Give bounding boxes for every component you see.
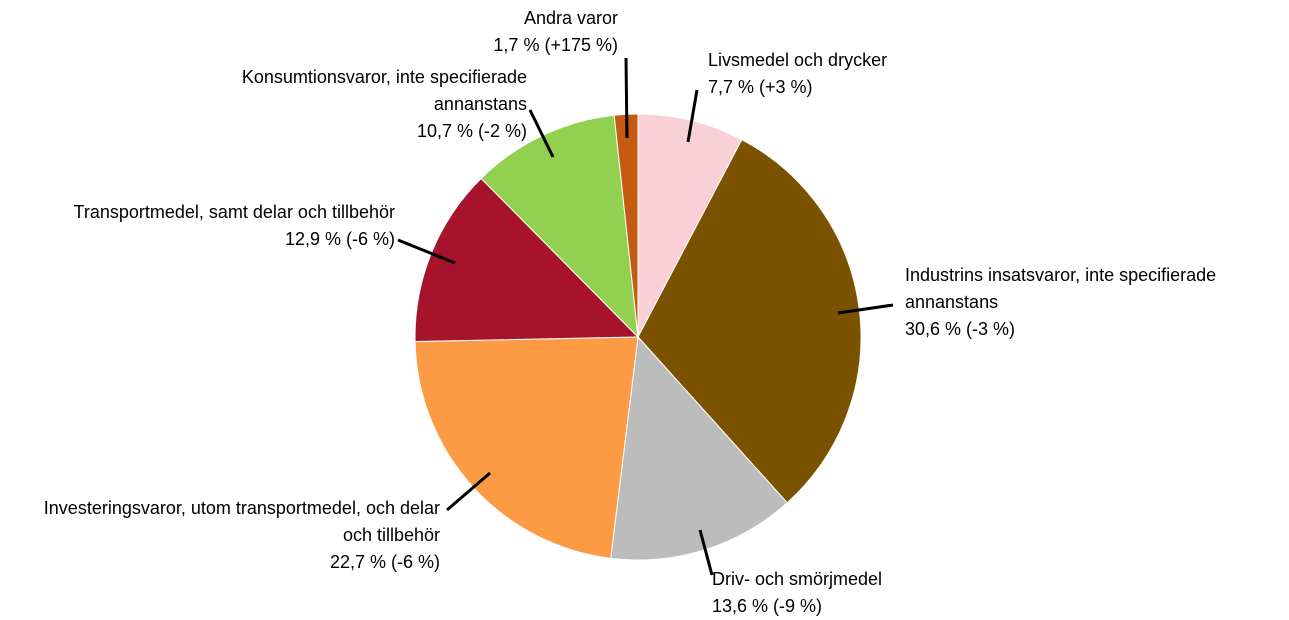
- slice-label: Industrins insatsvaror, inte specifierad…: [905, 262, 1289, 343]
- slice-label: Driv- och smörjmedel 13,6 % (-9 %): [712, 566, 1012, 620]
- value-label: 22,7 % (-6 %): [329, 552, 440, 572]
- leader-line: [528, 109, 555, 158]
- value-label: 12,9 % (-6 %): [284, 229, 395, 249]
- value-label: 13,6 % (-9 %): [712, 596, 823, 616]
- leader-line: [397, 238, 456, 265]
- category-label: Andra varor: [523, 8, 618, 28]
- category-label: Industrins insatsvaror, inte specifierad…: [905, 265, 1217, 312]
- category-label: Transportmedel, samt delar och tillbehör: [73, 202, 395, 222]
- leader-line: [698, 529, 714, 576]
- slice-label: Investeringsvaror, utom transportmedel, …: [40, 495, 440, 576]
- category-label: Livsmedel och drycker: [708, 50, 888, 70]
- value-label: 10,7 % (-2 %): [416, 121, 527, 141]
- value-label: 1,7 % (+175 %): [493, 35, 618, 55]
- value-label: 7,7 % (+3 %): [708, 77, 813, 97]
- slice-label: Andra varor 1,7 % (+175 %): [418, 5, 618, 59]
- leader-line: [446, 471, 491, 512]
- pie-slice: [414, 336, 639, 559]
- value-label: 30,6 % (-3 %): [905, 319, 1016, 339]
- leader-line: [624, 57, 629, 139]
- leader-lines: [397, 57, 894, 576]
- slice-label: Livsmedel och drycker 7,7 % (+3 %): [708, 47, 1008, 101]
- leader-line: [837, 303, 894, 315]
- slice-label: Konsumtionsvaror, inte specifierade anna…: [157, 64, 527, 145]
- pie: [414, 113, 862, 561]
- slice-label: Transportmedel, samt delar och tillbehör…: [0, 199, 395, 253]
- category-label: Investeringsvaror, utom transportmedel, …: [43, 498, 440, 545]
- category-label: Konsumtionsvaror, inte specifierade anna…: [241, 67, 527, 114]
- leader-line: [686, 89, 699, 143]
- category-label: Driv- och smörjmedel: [712, 569, 883, 589]
